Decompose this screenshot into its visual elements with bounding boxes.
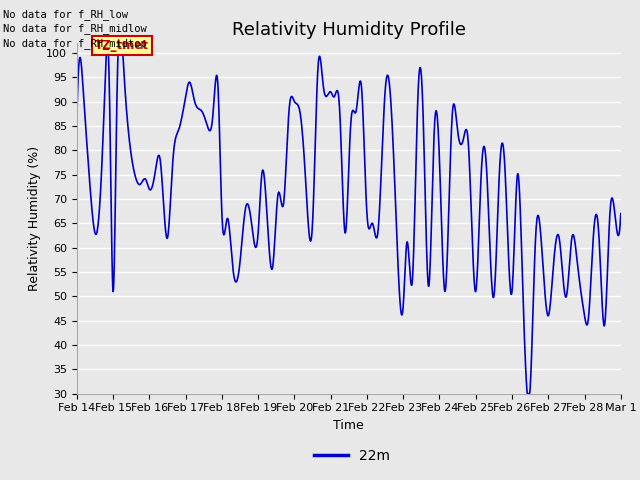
Text: No data for f_RH_midtop: No data for f_RH_midtop: [3, 37, 147, 48]
Text: No data for f_RH_low: No data for f_RH_low: [3, 9, 128, 20]
Text: No data for f_RH_midlow: No data for f_RH_midlow: [3, 23, 147, 34]
Legend: 22m: 22m: [308, 443, 396, 468]
X-axis label: Time: Time: [333, 419, 364, 432]
Title: Relativity Humidity Profile: Relativity Humidity Profile: [232, 21, 466, 39]
Y-axis label: Relativity Humidity (%): Relativity Humidity (%): [28, 146, 40, 291]
Text: TZ_tmet: TZ_tmet: [95, 39, 149, 52]
